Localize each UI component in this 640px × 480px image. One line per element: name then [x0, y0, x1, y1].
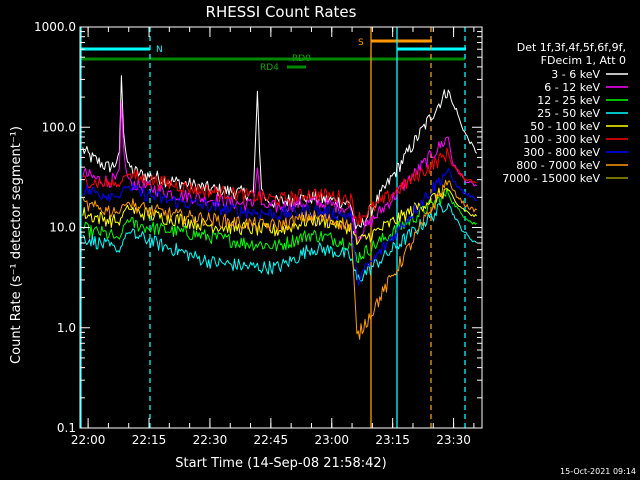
- legend-entry-label: 6 - 12 keV: [544, 81, 600, 94]
- legend-entry-label: 7000 - 15000 keV: [502, 172, 600, 185]
- x-tick-label: 22:15: [132, 433, 167, 447]
- footer-date: 15-Oct-2021 09:14: [560, 467, 636, 476]
- saa-label: S: [358, 38, 364, 48]
- x-tick-label: 23:15: [375, 433, 410, 447]
- y-tick-label: 10.0: [49, 221, 76, 235]
- rd4-label: RD4: [260, 63, 279, 73]
- legend-entry-label: 3 - 6 keV: [551, 68, 600, 81]
- y-axis-label: Count Rate (s⁻¹ detector segment⁻¹): [9, 126, 24, 364]
- rd0-label: RD0: [292, 54, 311, 64]
- axes-layer: 0.1 1.0 10.0 100.0 1000.0 22:00 22:15 22:30 22:4…: [34, 20, 483, 447]
- legend-entry-label: 12 - 25 keV: [537, 94, 600, 107]
- series-3-6-kev: [82, 75, 478, 230]
- legend-header-line: Det 1f,3f,4f,5f,6f,9f,: [517, 41, 626, 54]
- legend-entry-label: 25 - 50 keV: [537, 107, 600, 120]
- y-tick-label: 1.0: [57, 321, 76, 335]
- chart-title: RHESSI Count Rates: [206, 3, 357, 21]
- series-100-300-kev: [82, 147, 477, 226]
- series-50-100-kev: [82, 187, 478, 245]
- y-tick-label: 1000.0: [34, 20, 76, 34]
- x-tick-label: 22:30: [193, 433, 228, 447]
- y-tick-label: 100.0: [42, 120, 76, 134]
- x-tick-label: 22:00: [71, 433, 106, 447]
- series-300-800-kev: [82, 167, 478, 286]
- series-25-50-kev: [82, 202, 478, 282]
- legend-entry-label: 50 - 100 keV: [530, 120, 600, 133]
- legend-entry-label: 800 - 7000 keV: [516, 159, 600, 172]
- series-layer: [82, 75, 478, 340]
- legend-entry-label: 100 - 300 keV: [523, 133, 600, 146]
- legend-entry-label: 300 - 800 keV: [523, 146, 600, 159]
- series-12-25-kev: [82, 187, 477, 264]
- x-tick-label: 22:45: [254, 433, 289, 447]
- x-axis-label: Start Time (14-Sep-08 21:58:42): [175, 456, 386, 471]
- legend: Det 1f,3f,4f,5f,6f,9f,FDecim 1, Att 03 -…: [502, 41, 628, 185]
- x-tick-label: 23:00: [314, 433, 349, 447]
- night-label: N: [156, 45, 163, 55]
- x-tick-label: 23:30: [436, 433, 471, 447]
- series-800-7000-kev: [82, 179, 477, 340]
- y-tick-label: 0.1: [57, 421, 76, 435]
- legend-header-line: FDecim 1, Att 0: [541, 54, 626, 67]
